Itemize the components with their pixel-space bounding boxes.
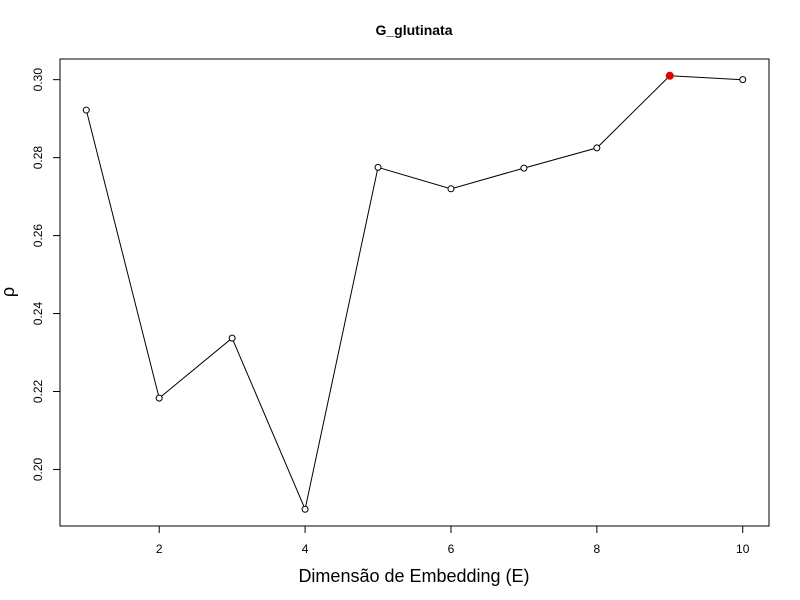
data-point xyxy=(228,334,236,342)
y-tick-label: 0.30 xyxy=(31,68,45,92)
data-point xyxy=(447,185,455,193)
y-tick-label: 0.26 xyxy=(31,224,45,248)
y-tick-label: 0.22 xyxy=(31,380,45,404)
data-point xyxy=(155,394,163,402)
y-tick-label: 0.24 xyxy=(31,302,45,326)
x-tick-label: 10 xyxy=(736,542,750,556)
data-point xyxy=(374,163,382,171)
highlighted-data-point xyxy=(665,71,674,80)
data-point xyxy=(739,76,747,84)
x-tick-label: 6 xyxy=(448,542,455,556)
y-tick-label: 0.28 xyxy=(31,146,45,170)
data-point xyxy=(301,505,309,513)
data-points xyxy=(82,71,747,513)
y-axis-label: ρ xyxy=(0,287,18,297)
plot-frame xyxy=(59,58,770,527)
x-tick-label: 2 xyxy=(156,542,163,556)
y-tick-label: 0.20 xyxy=(31,457,45,481)
data-point xyxy=(593,144,601,152)
data-point xyxy=(82,106,90,114)
x-axis-label: Dimensão de Embedding (E) xyxy=(298,566,529,586)
x-tick-label: 8 xyxy=(594,542,601,556)
x-axis: 2 4 6 8 10 xyxy=(156,526,750,556)
chart-title: G_glutinata xyxy=(375,22,452,38)
data-point xyxy=(520,164,528,172)
series-line xyxy=(85,75,743,511)
y-axis: 0.20 0.22 0.24 0.26 0.28 0.30 xyxy=(31,68,60,481)
x-tick-label: 4 xyxy=(302,542,309,556)
